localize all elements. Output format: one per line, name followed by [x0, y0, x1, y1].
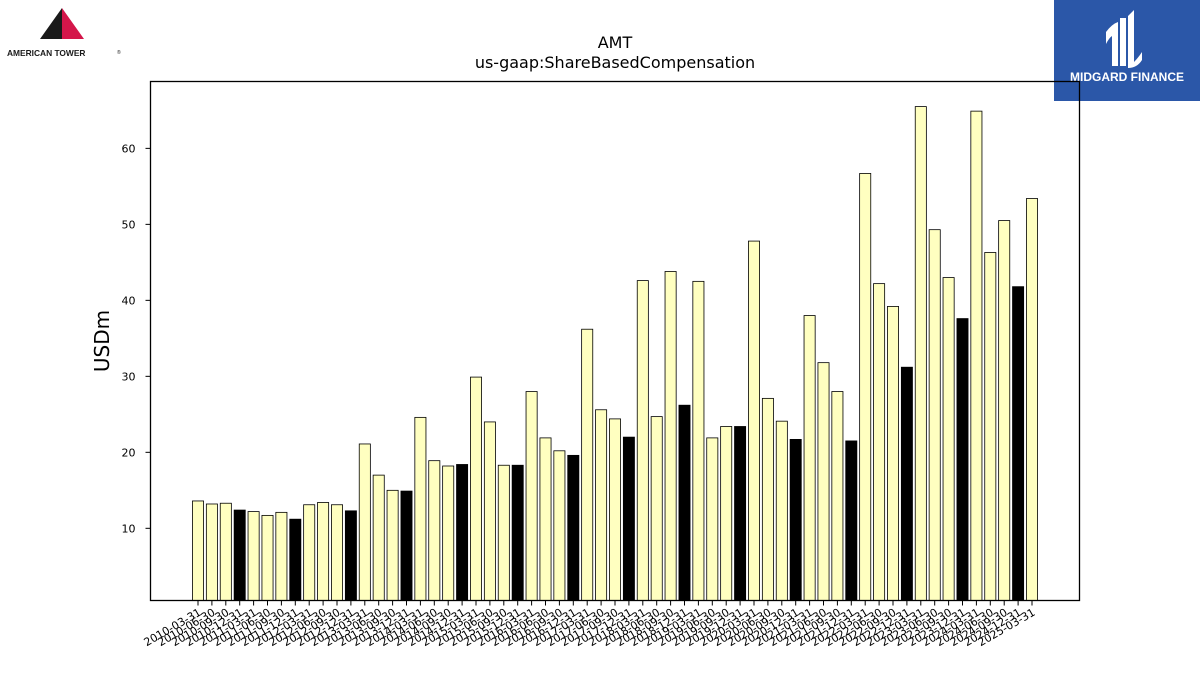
- bar-2021-12-31: [845, 440, 858, 601]
- y-tick-label: 60: [122, 142, 136, 155]
- bar-2010-03-31: [192, 500, 204, 601]
- bar-2022-03-31: [859, 173, 872, 601]
- y-tick-label: 10: [122, 522, 136, 535]
- bars: [192, 106, 1038, 601]
- y-tick-label: 50: [122, 218, 136, 231]
- bar-2015-03-31: [470, 376, 482, 601]
- bar-2019-03-31: [692, 280, 705, 601]
- bar-2019-09-30: [720, 426, 733, 601]
- bar-2013-09-30: [386, 489, 399, 601]
- tower-red-shape: [62, 8, 84, 39]
- midgard-finance-wordmark: MIDGARD FINANCE: [1070, 70, 1184, 84]
- bar-2020-03-31: [748, 240, 760, 601]
- bar-2025-03-31: [1026, 198, 1038, 601]
- bar-2011-06-30: [261, 514, 274, 601]
- y-tick-label: 20: [122, 446, 136, 459]
- midgard-emblem-icon: [1106, 10, 1142, 68]
- bar-2016-12-31: [567, 454, 580, 601]
- bar-2020-06-30: [761, 397, 774, 601]
- bar-2010-12-31: [233, 509, 246, 601]
- bar-2024-09-30: [998, 220, 1011, 601]
- bar-2013-06-30: [372, 474, 385, 601]
- plot-frame: [149, 80, 1081, 602]
- bar-2024-12-31: [1012, 286, 1025, 601]
- bar-2014-12-31: [456, 464, 469, 601]
- x-axis: 2010-03-312010-06-302010-09-302010-12-31…: [142, 600, 1038, 649]
- bar-2017-06-30: [595, 409, 608, 601]
- bar-2015-12-31: [511, 464, 524, 601]
- bar-2022-09-30: [887, 306, 899, 601]
- bar-2020-12-31: [789, 438, 802, 601]
- bar-2021-06-30: [817, 362, 830, 601]
- bar-2013-12-31: [400, 490, 413, 601]
- bar-2014-09-30: [442, 465, 455, 601]
- bar-2011-12-31: [289, 518, 302, 601]
- bar-2023-03-31: [914, 106, 927, 601]
- bar-2012-06-30: [317, 502, 330, 601]
- american-tower-wordmark: AMERICAN TOWER: [7, 48, 85, 58]
- bar-2013-03-31: [358, 443, 371, 601]
- bar-2014-06-30: [428, 460, 441, 601]
- bar-2017-09-30: [609, 418, 621, 601]
- bar-2018-03-31: [636, 280, 649, 601]
- registered-mark: ®: [117, 49, 121, 56]
- bar-2021-09-30: [831, 391, 844, 601]
- bar-2011-09-30: [275, 511, 288, 601]
- bar-2017-12-31: [622, 436, 635, 601]
- bar-2022-12-31: [900, 366, 913, 601]
- bar-2023-09-30: [942, 277, 955, 601]
- bar-2012-09-30: [331, 504, 343, 601]
- bar-2015-06-30: [483, 421, 496, 601]
- bar-2017-03-31: [581, 328, 594, 601]
- midgard-finance-logo-graphic: MIDGARD FINANCE: [1070, 10, 1184, 84]
- bar-2018-06-30: [650, 416, 663, 601]
- bar-2010-06-30: [205, 503, 218, 601]
- bar-2022-06-30: [873, 283, 886, 601]
- bar-2011-03-31: [247, 511, 260, 601]
- chart-title: AMT: [598, 33, 633, 52]
- bar-2023-06-30: [928, 229, 941, 601]
- bar-2019-12-31: [734, 426, 747, 601]
- bar-2016-06-30: [539, 437, 552, 601]
- bar-2024-03-31: [970, 110, 983, 601]
- bar-2024-06-30: [984, 252, 997, 601]
- y-axis-label: USDm: [90, 310, 114, 372]
- american-tower-logo: AMERICAN TOWER ®: [0, 0, 130, 64]
- bar-2010-09-30: [219, 502, 232, 601]
- bar-2012-12-31: [344, 510, 357, 601]
- bar-2015-09-30: [497, 464, 510, 601]
- y-tick-label: 30: [122, 370, 136, 383]
- midgard-finance-logo: MIDGARD FINANCE: [1054, 0, 1200, 101]
- bar-2018-12-31: [678, 404, 691, 601]
- american-tower-logo-graphic: AMERICAN TOWER ®: [7, 8, 121, 58]
- bar-2014-03-31: [414, 416, 427, 601]
- bar-2020-09-30: [775, 420, 788, 601]
- bar-2019-06-30: [706, 437, 719, 601]
- bar-2018-09-30: [664, 271, 677, 601]
- bar-2021-03-31: [803, 315, 816, 601]
- chart-subtitle: us-gaap:ShareBasedCompensation: [475, 53, 755, 72]
- bar-2012-03-31: [303, 504, 316, 601]
- bar-2016-03-31: [525, 391, 538, 601]
- bar-2023-12-31: [956, 318, 969, 601]
- y-axis: 10 20 30 40 50 60: [122, 142, 151, 535]
- tower-dark-shape: [40, 8, 62, 39]
- y-tick-label: 40: [122, 294, 136, 307]
- bar-2016-09-30: [553, 450, 566, 601]
